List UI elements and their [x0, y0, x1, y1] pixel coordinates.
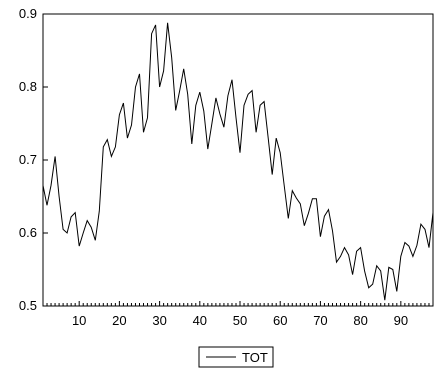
y-tick-label: 0.7 [19, 152, 37, 167]
plot-frame [42, 13, 434, 307]
x-tick-label: 10 [72, 313, 86, 328]
legend-label-tot: TOT [242, 350, 268, 365]
x-tick-label: 30 [152, 313, 166, 328]
legend: TOT [198, 346, 274, 368]
series-line-tot [42, 22, 434, 301]
x-axis: 10 20 30 40 50 60 70 80 90 [42, 301, 434, 328]
x-tick-label: 80 [353, 313, 367, 328]
y-axis: 0.5 0.6 0.7 0.8 0.9 [19, 6, 48, 313]
x-tick-label: 20 [112, 313, 126, 328]
x-tick-label: 60 [273, 313, 287, 328]
y-tick-label: 0.6 [19, 225, 37, 240]
x-tick-label: 90 [394, 313, 408, 328]
x-tick-label: 40 [193, 313, 207, 328]
x-tick-label: 70 [313, 313, 327, 328]
y-tick-label: 0.5 [19, 298, 37, 313]
x-tick-label: 50 [233, 313, 247, 328]
y-tick-label: 0.9 [19, 6, 37, 21]
y-tick-label: 0.8 [19, 79, 37, 94]
